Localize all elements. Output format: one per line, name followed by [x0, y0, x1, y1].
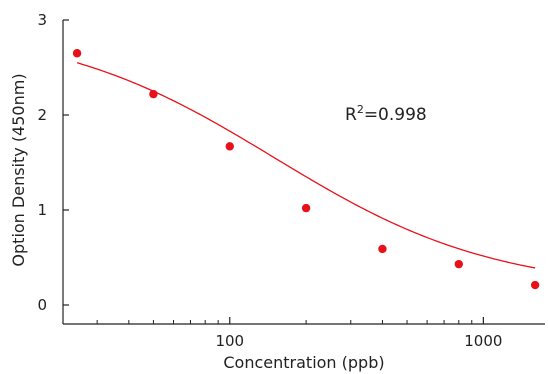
data-point: [149, 89, 158, 99]
y-axis-title: Option Density (450nm): [9, 73, 28, 266]
x-ticks: 100 1000: [215, 317, 502, 350]
y-tick-label: 0: [37, 296, 47, 314]
data-point: [454, 259, 463, 269]
data-point: [72, 49, 82, 58]
x-tick-label: 1000: [464, 332, 502, 350]
data-point: [225, 142, 234, 151]
y-ticks: 0 1 2 3: [37, 11, 69, 314]
y-tick-label: 3: [37, 11, 47, 29]
y-tick-label: 1: [37, 201, 47, 219]
r-squared-annotation: R2=0.998: [345, 103, 427, 125]
data-point: [530, 280, 540, 290]
data-points: [72, 49, 540, 290]
data-point: [378, 244, 387, 254]
fit-curve: [76, 62, 536, 269]
x-tick-label: 100: [215, 332, 244, 350]
data-point: [301, 203, 311, 213]
y-tick-label: 2: [37, 106, 47, 124]
x-minor-ticks: [96, 320, 473, 324]
x-axis-title: Concentration (ppb): [223, 353, 384, 372]
